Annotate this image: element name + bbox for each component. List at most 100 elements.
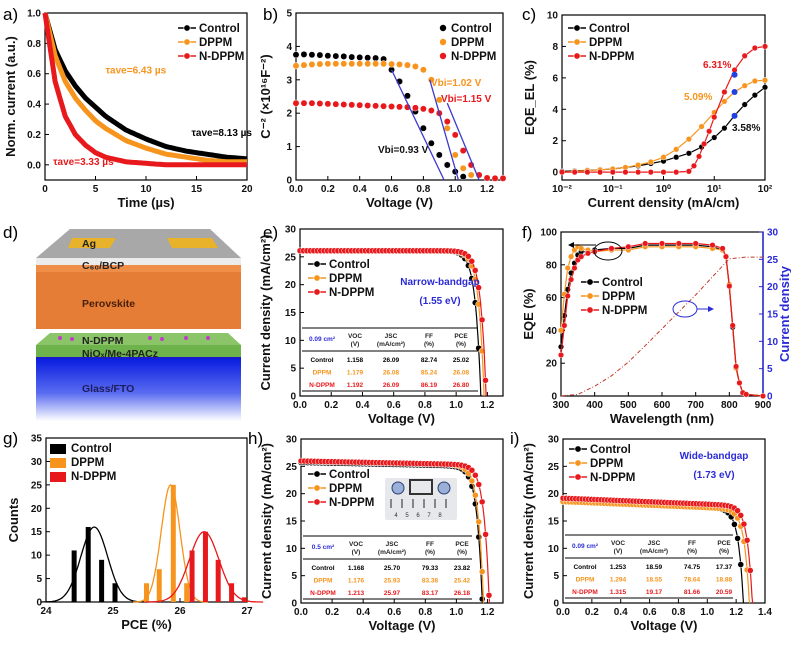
y-tick-label-h: 5 [291,571,297,582]
layer-label-ag: Ag [82,238,96,250]
eqe-el-point [660,154,667,161]
x-tick-label-i: 0.6 [643,607,657,618]
legend-label: N-DPPM [589,51,634,63]
chart-c: 10⁻² 10⁻¹ 10⁰ 10¹ 10² 0 2 4 6 8 10 Current density … [522,11,773,211]
right-axis-ellipse [672,300,698,318]
legend-label: N-DPPM [451,51,496,63]
table-cell: 83.38 [422,578,439,585]
table-cell: 17.37 [716,564,733,571]
left-axis-ellipse [593,241,623,261]
decay-curve-dppm [42,12,247,165]
jv-point [737,561,745,568]
y-tick-label-g: 5 [36,574,42,585]
table-header-unit: (V) [352,549,361,556]
inset-cell-pattern [409,479,433,495]
eqe-point [722,253,729,260]
eqe-el-point [741,52,748,59]
table-header: VOC [611,540,625,547]
linear-fit-line [446,102,480,181]
table-cell: 26.80 [453,382,470,389]
x-tick-label-b: 0.0 [289,184,303,195]
plot-frame-b [295,12,504,181]
x-tick-label-f: 300 [553,400,570,411]
table-header: FF [426,541,434,548]
inset-label: 8 [438,513,442,519]
eqe-el-point [711,134,718,141]
mott-schottky-point [348,101,356,109]
y-tick-label-a: 0.8 [27,39,41,50]
y-tick-label-b: 4 [286,42,292,53]
legend-swatch [50,472,66,482]
table-cell: 1.176 [348,578,365,585]
jv-point [472,491,479,499]
legend-label: Control [199,23,240,35]
table-cell: 1.253 [610,564,627,571]
mott-schottky-point [356,101,364,109]
mott-schottky-point [404,61,411,69]
histogram-bar [85,527,91,602]
mott-schottky-point [411,62,419,70]
legend-marker [313,498,321,506]
eqe-el-line-n-dppm [562,45,766,173]
y-tick-label-c: 2 [552,136,558,147]
table-row-name: DPPM [313,370,332,377]
y-tick-label-h: 0 [291,599,297,610]
panel-label-c: c) [522,5,536,24]
y-axis-title-a: Norm. current (a.u.) [3,36,18,157]
gaussian-fit-n-dppm [145,531,264,603]
table-row-name: N-DPPM [572,589,598,596]
linear-fit-line [390,69,445,181]
legend-label: N-DPPM [329,287,374,299]
jv-point [468,477,476,485]
chart-i: 0.0 0.2 0.4 0.6 0.8 1.0 1.2 1.4 0 5 10 15 20 25 30 Volt… [521,435,772,634]
y-tick-label-g: 20 [31,504,43,515]
ag-contact-right [167,238,218,248]
x-tick-label-g: 24 [40,606,52,617]
table-cell: 81.66 [684,589,701,596]
legend-marker [439,38,447,46]
layer-label-nio: NiOₓ/Me-4PACz [82,348,158,360]
jv-point [740,520,748,528]
panel-label-i: i) [510,429,519,448]
inset-label: 6 [416,513,420,519]
ndppm-layer [36,333,241,345]
eqe-point [564,265,571,272]
jv-point [747,567,754,574]
table-row-name: Control [310,357,333,364]
perovskite-layer [36,272,241,329]
x-tick-label-i: 0.4 [614,607,628,618]
bandgap-note: Wide-bandgap [680,451,749,462]
x-tick-label-h: 0.6 [387,607,401,618]
y2-tick-label: 20 [767,282,779,293]
table-row-name: Control [573,564,596,571]
layer-label-c60: C₆₀/BCP [82,260,124,272]
mott-schottky-point [300,50,308,58]
legend-label: Control [602,277,643,289]
jv-point [465,253,472,260]
eqe-annotation: 6.31% [703,60,731,71]
eqe-annotation: 3.58% [732,123,760,134]
x-tick-label-i: 0.2 [585,607,599,618]
eqe-el-point [571,169,578,176]
legend-swatch [50,458,66,468]
y-tick-label-a: 1.0 [27,9,41,20]
y-tick-label-i: 25 [548,462,560,473]
x-tick-label-c: 10⁻¹ [603,184,623,195]
legend-marker [313,288,321,296]
legend-marker [573,38,581,46]
y-tick-label-f: 0 [551,392,557,403]
mott-schottky-point [308,51,316,59]
table-cell: 26.09 [383,357,400,364]
legend-label: DPPM [329,483,362,495]
mott-schottky-point [388,103,395,110]
eqe-el-point [635,169,642,176]
right-arrow-head [708,306,714,312]
mott-schottky-point [292,99,300,107]
mott-schottky-point [356,60,364,68]
x-tick-label-b: 1.2 [480,184,494,195]
x-tick-label-c: 10⁻² [552,184,572,195]
table-header: VOC [348,333,362,340]
table-header: JSC [386,541,399,548]
